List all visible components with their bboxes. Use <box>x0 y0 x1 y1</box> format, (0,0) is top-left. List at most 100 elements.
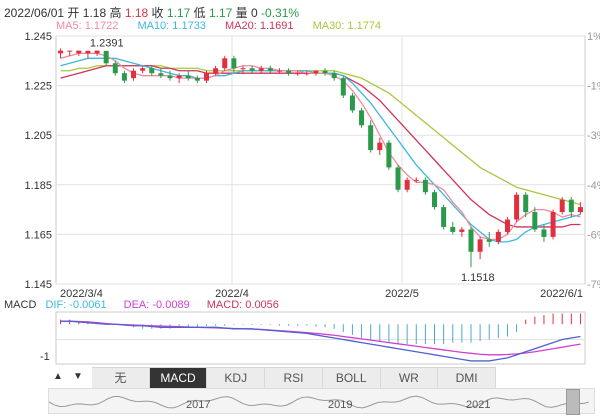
candle-body <box>532 212 538 230</box>
tab-1[interactable]: MACD <box>149 368 208 388</box>
candle-body <box>258 68 264 71</box>
volume-value: 0 <box>251 6 258 20</box>
candle-body <box>213 68 219 74</box>
candle-body <box>231 58 237 69</box>
ma5-legend: MA5: 1.1722 <box>56 20 119 32</box>
change-value: -0.31% <box>261 6 300 20</box>
candle-body <box>523 194 529 213</box>
candle-body <box>240 68 246 70</box>
candle-body <box>185 75 191 79</box>
ma20-line <box>60 65 581 228</box>
candle-body <box>121 73 127 81</box>
y-tick-label: 1.185 <box>24 180 52 192</box>
candle-body <box>140 68 146 71</box>
candle-body <box>67 50 73 52</box>
low-annotation: 1.1518 <box>461 272 495 284</box>
candle-body <box>304 73 310 75</box>
year-label: 2017 <box>186 399 211 411</box>
y-tick-label: 1.145 <box>24 279 52 291</box>
candle-body <box>441 207 447 227</box>
candle-body <box>203 73 209 81</box>
candle-body <box>422 179 428 193</box>
y-right-tick-label: -7% <box>587 279 600 291</box>
high-label: 高 <box>109 6 122 20</box>
candle-body <box>249 68 255 71</box>
high-annotation: 1.2391 <box>90 38 124 50</box>
candle-body <box>514 194 520 220</box>
tab-0[interactable]: 无 <box>92 368 150 388</box>
timeline-sparkline <box>49 395 590 409</box>
candle-body <box>432 192 438 208</box>
year-label: 2021 <box>466 399 491 411</box>
low-label: 低 <box>193 6 206 20</box>
high-value: 1.18 <box>124 6 149 20</box>
scroll-down-button[interactable]: ▼ <box>73 371 83 382</box>
macd-value-legend: MACD: 0.0056 <box>206 299 279 311</box>
candle-body <box>158 73 164 76</box>
dif-line <box>60 320 581 362</box>
candle-body <box>450 226 456 232</box>
dif-legend: DIF: -0.0061 <box>45 299 107 311</box>
candle-body <box>94 50 100 54</box>
quote-date: 2022/06/01 <box>4 6 65 20</box>
candle-body <box>349 95 355 111</box>
candle-body <box>76 50 82 54</box>
candle-body <box>222 58 228 69</box>
candle-body <box>568 199 574 213</box>
candle-body <box>477 239 483 252</box>
tab-6[interactable]: DMI <box>438 368 496 388</box>
ma-legend: MA5: 1.1722 MA10: 1.1733 MA20: 1.1691 MA… <box>56 20 397 32</box>
ma10-legend: MA10: 1.1733 <box>137 20 206 32</box>
candle-body <box>286 70 292 74</box>
candle-body <box>550 212 556 237</box>
candle-body <box>559 199 565 213</box>
candle-body <box>267 68 273 71</box>
candle-body <box>340 78 346 96</box>
y-right-tick-label: -6% <box>587 229 600 241</box>
x-tick-label: 2022/6/1 <box>540 288 583 300</box>
candle-body <box>459 229 465 232</box>
y-tick-label: 1.205 <box>24 130 52 142</box>
y-tick-label: 1.165 <box>24 229 52 241</box>
y-right-tick-label: -4% <box>587 180 600 192</box>
macd-frame <box>55 311 586 365</box>
scroll-up-button[interactable]: ▲ <box>53 371 63 382</box>
y-right-tick-label: 1% <box>587 31 600 43</box>
y-tick-label: 1.225 <box>24 81 52 93</box>
candle-body <box>295 73 301 75</box>
y-right-tick-label: -3% <box>587 130 600 142</box>
candle-body <box>176 75 182 79</box>
x-tick-label: 2022/4 <box>215 288 249 300</box>
y-right-tick-label: -1% <box>587 81 600 93</box>
nav-arrows: ▲ ▼ <box>48 367 88 387</box>
candle-body <box>495 231 501 242</box>
candle-body <box>131 70 137 79</box>
y-tick-label: 1.245 <box>24 31 52 43</box>
ma30-legend: MA30: 1.1774 <box>312 20 382 32</box>
candle-body <box>331 73 337 79</box>
open-label: 开 <box>67 6 80 20</box>
tab-3[interactable]: RSI <box>265 368 323 388</box>
quote-header: 2022/06/01 开 1.18 高 1.18 收 1.17 低 1.17 量… <box>4 4 299 21</box>
year-label: 2019 <box>328 399 353 411</box>
candle-body <box>58 50 64 54</box>
tab-2[interactable]: KDJ <box>207 368 266 388</box>
candle-body <box>276 70 282 72</box>
candle-body <box>413 179 419 181</box>
candle-body <box>468 229 474 252</box>
tab-5[interactable]: WR <box>381 368 439 388</box>
candle-body <box>322 70 328 74</box>
macd-axis-label: -1 <box>40 351 50 363</box>
timeline-handle[interactable] <box>566 389 580 415</box>
candle-body <box>577 207 583 213</box>
candle-body <box>194 78 200 81</box>
candle-body <box>386 142 392 168</box>
x-tick-label: 2022/3/4 <box>60 288 103 300</box>
candle-body <box>404 179 410 190</box>
timeline-navigator[interactable] <box>48 388 595 415</box>
candle-body <box>103 50 109 64</box>
volume-label: 量 <box>235 6 248 20</box>
macd-legend: MACD DIF: -0.0061 DEA: -0.0089 MACD: 0.0… <box>4 299 279 311</box>
tab-4[interactable]: BOLL <box>323 368 381 388</box>
